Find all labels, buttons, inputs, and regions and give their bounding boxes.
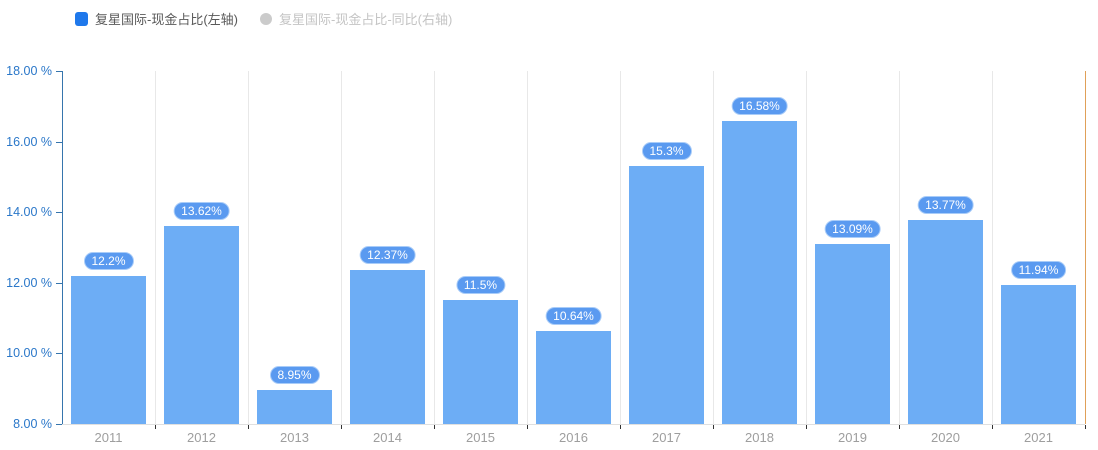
vertical-gridline <box>899 71 900 424</box>
x-axis-label: 2020 <box>931 430 960 445</box>
bar-value-label: 11.94% <box>1010 260 1067 279</box>
legend-square-marker-icon <box>75 11 88 26</box>
y-axis-label: 14.00 % <box>6 205 52 220</box>
bar[interactable] <box>536 330 611 424</box>
y-axis-label: 16.00 % <box>6 134 52 149</box>
x-axis-label: 2016 <box>559 430 588 445</box>
bar[interactable] <box>1001 284 1076 424</box>
x-axis-label: 2017 <box>652 430 681 445</box>
bar-value-label: 13.62% <box>173 201 230 220</box>
vertical-gridline <box>341 71 342 424</box>
bar-value-label: 12.2% <box>83 251 134 270</box>
bar[interactable] <box>908 220 983 424</box>
legend-item-cash-ratio-yoy-right-axis[interactable]: 复星国际-现金占比-同比(右轴) <box>260 9 452 28</box>
x-axis-tick <box>992 425 993 429</box>
legend-item-cash-ratio-left-axis[interactable]: 复星国际-现金占比(左轴) <box>75 9 238 28</box>
y-axis-tick <box>56 424 62 425</box>
legend-label: 复星国际-现金占比(左轴) <box>95 12 238 27</box>
bar[interactable] <box>443 300 518 424</box>
legend-label: 复星国际-现金占比-同比(右轴) <box>279 12 453 27</box>
x-axis-label: 2019 <box>838 430 867 445</box>
x-axis-label: 2018 <box>745 430 774 445</box>
x-axis-tick <box>248 425 249 429</box>
y-axis-label: 10.00 % <box>6 346 52 361</box>
bar-value-label: 12.37% <box>359 245 416 264</box>
x-axis-label: 2014 <box>373 430 402 445</box>
x-axis-tick <box>434 425 435 429</box>
x-axis-tick <box>1085 425 1086 429</box>
bar-value-label: 11.5% <box>455 276 506 295</box>
bar[interactable] <box>164 225 239 424</box>
y-axis-label: 18.00 % <box>6 64 52 78</box>
bar[interactable] <box>722 121 797 424</box>
x-axis-tick <box>620 425 621 429</box>
vertical-gridline <box>620 71 621 424</box>
x-axis-line <box>62 424 1085 425</box>
x-axis-label: 2012 <box>187 430 216 445</box>
right-y-axis-line <box>1085 71 1086 424</box>
x-axis-tick <box>713 425 714 429</box>
vertical-gridline <box>527 71 528 424</box>
bar[interactable] <box>815 244 890 424</box>
x-axis-tick <box>806 425 807 429</box>
bar-value-label: 13.77% <box>917 196 974 215</box>
y-axis-label: 12.00 % <box>6 275 52 290</box>
x-axis-tick <box>341 425 342 429</box>
vertical-gridline <box>806 71 807 424</box>
y-axis-tick <box>56 282 62 284</box>
left-y-axis-line <box>62 71 63 424</box>
bar[interactable] <box>71 275 146 424</box>
vertical-gridline <box>713 71 714 424</box>
legend-circle-marker-icon <box>260 12 272 25</box>
y-axis-tick <box>56 212 62 214</box>
vertical-gridline <box>992 71 993 424</box>
vertical-gridline <box>155 71 156 424</box>
y-axis-label: 8.00 % <box>13 417 52 431</box>
bar-value-label: 8.95% <box>269 366 320 385</box>
vertical-gridline <box>434 71 435 424</box>
x-axis-label: 2011 <box>94 430 123 445</box>
bar[interactable] <box>257 390 332 424</box>
y-axis-tick <box>56 353 62 355</box>
bar-value-label: 13.09% <box>824 220 881 239</box>
bar-value-label: 15.3% <box>641 142 692 161</box>
x-axis-tick <box>527 425 528 429</box>
x-axis-tick <box>155 425 156 429</box>
chart-legend: 复星国际-现金占比(左轴) 复星国际-现金占比-同比(右轴) <box>75 9 452 28</box>
bar[interactable] <box>350 269 425 424</box>
x-axis-tick <box>899 425 900 429</box>
vertical-gridline <box>248 71 249 424</box>
x-axis-label: 2021 <box>1024 430 1053 445</box>
x-axis-label: 2013 <box>280 430 309 445</box>
y-axis-tick <box>56 141 62 143</box>
bar-value-label: 10.64% <box>545 306 602 325</box>
bar[interactable] <box>629 166 704 424</box>
bar-value-label: 16.58% <box>731 97 788 116</box>
x-axis-label: 2015 <box>466 430 495 445</box>
y-axis-tick <box>56 71 62 72</box>
